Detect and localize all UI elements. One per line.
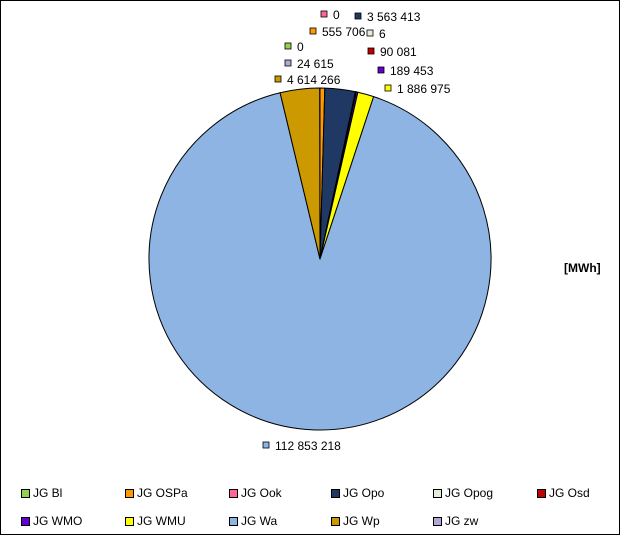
data-label-jg-bl: 0 — [284, 40, 304, 54]
data-label-text-jg-opog: 6 — [379, 27, 386, 41]
legend-item-jg-wmu: JG WMU — [125, 513, 186, 529]
slice-jg-wa — [148, 92, 492, 431]
legend-swatch-jg-wa — [229, 516, 238, 526]
legend-swatch-jg-wmu — [125, 516, 134, 526]
legend-item-jg-opog: JG Opog — [433, 485, 493, 501]
legend-label-jg-wa: JG Wa — [241, 514, 278, 528]
data-label-jg-wa: 112 853 218 — [262, 439, 341, 453]
data-label-text-jg-wp: 4 614 266 — [287, 73, 341, 87]
legend-item-jg-bl: JG Bl — [21, 485, 62, 501]
data-label-swatch-jg-bl — [284, 42, 292, 50]
unit-label: [MWh] — [564, 261, 601, 275]
data-label-text-jg-wmo: 189 453 — [390, 64, 434, 78]
data-label-text-jg-opo: 3 563 413 — [367, 10, 421, 24]
legend-label-jg-ook: JG Ook — [241, 486, 282, 500]
data-label-swatch-jg-wp — [274, 75, 282, 83]
data-label-swatch-jg-zw — [284, 59, 292, 67]
data-label-text-jg-bl: 0 — [297, 40, 304, 54]
legend-swatch-jg-zw — [433, 516, 442, 526]
data-label-swatch-jg-opo — [354, 12, 362, 20]
legend-item-jg-zw: JG zw — [433, 513, 478, 529]
legend-swatch-jg-opog — [433, 488, 442, 498]
data-label-swatch-jg-wmu — [384, 84, 392, 92]
legend-item-jg-wmo: JG WMO — [21, 513, 82, 529]
data-label-jg-osd: 90 081 — [367, 45, 417, 59]
legend-label-jg-opog: JG Opog — [445, 486, 494, 500]
data-label-jg-zw: 24 615 — [284, 57, 334, 71]
data-label-jg-opo: 3 563 413 — [354, 10, 421, 24]
legend-swatch-jg-wp — [331, 516, 340, 526]
data-label-swatch-jg-ook — [320, 10, 328, 18]
legend-swatch-jg-ook — [229, 488, 238, 498]
data-label-swatch-jg-opog — [366, 29, 374, 37]
legend-label-jg-wmo: JG WMO — [33, 514, 83, 528]
data-label-text-jg-osd: 90 081 — [380, 45, 417, 59]
pie-chart: 0 555 706 0 3 563 413 6 90 081 189 453 1 886 97… — [148, 8, 492, 453]
data-label-jg-wmu: 1 886 975 — [384, 82, 451, 96]
data-label-text-jg-ospa: 555 706 — [322, 25, 366, 39]
legend-item-jg-ook: JG Ook — [229, 485, 282, 501]
data-label-text-jg-wa: 112 853 218 — [275, 439, 341, 453]
legend-label-jg-osd: JG Osd — [549, 486, 590, 500]
legend: JG Bl JG OSPa JG Ook JG Opo JG Opog JG Osd JG … — [1, 479, 619, 534]
data-label-text-jg-wmu: 1 886 975 — [397, 82, 451, 96]
legend-item-jg-wa: JG Wa — [229, 513, 277, 529]
data-label-jg-opog: 6 — [366, 27, 386, 41]
data-label-swatch-jg-wa — [262, 441, 270, 449]
legend-swatch-jg-opo — [331, 488, 340, 498]
legend-item-jg-osd: JG Osd — [537, 485, 590, 501]
data-label-jg-ospa: 555 706 — [309, 25, 366, 39]
legend-label-jg-wmu: JG WMU — [137, 514, 186, 528]
data-label-swatch-jg-wmo — [377, 66, 385, 74]
legend-label-jg-zw: JG zw — [445, 514, 479, 528]
legend-label-jg-ospa: JG OSPa — [137, 486, 188, 500]
data-label-swatch-jg-osd — [367, 47, 375, 55]
legend-swatch-jg-ospa — [125, 488, 134, 498]
legend-item-jg-opo: JG Opo — [331, 485, 384, 501]
legend-swatch-jg-wmo — [21, 516, 30, 526]
data-label-jg-wmo: 189 453 — [377, 64, 434, 78]
legend-swatch-jg-osd — [537, 488, 546, 498]
data-label-text-jg-ook: 0 — [333, 8, 340, 22]
legend-label-jg-wp: JG Wp — [343, 514, 380, 528]
data-label-text-jg-zw: 24 615 — [297, 57, 334, 71]
data-label-swatch-jg-ospa — [309, 27, 317, 35]
legend-item-jg-wp: JG Wp — [331, 513, 380, 529]
data-label-jg-wp: 4 614 266 — [274, 73, 341, 87]
legend-label-jg-opo: JG Opo — [343, 486, 385, 500]
legend-label-jg-bl: JG Bl — [33, 486, 63, 500]
legend-item-jg-ospa: JG OSPa — [125, 485, 188, 501]
legend-swatch-jg-bl — [21, 488, 30, 498]
data-label-jg-ook: 0 — [320, 8, 340, 22]
